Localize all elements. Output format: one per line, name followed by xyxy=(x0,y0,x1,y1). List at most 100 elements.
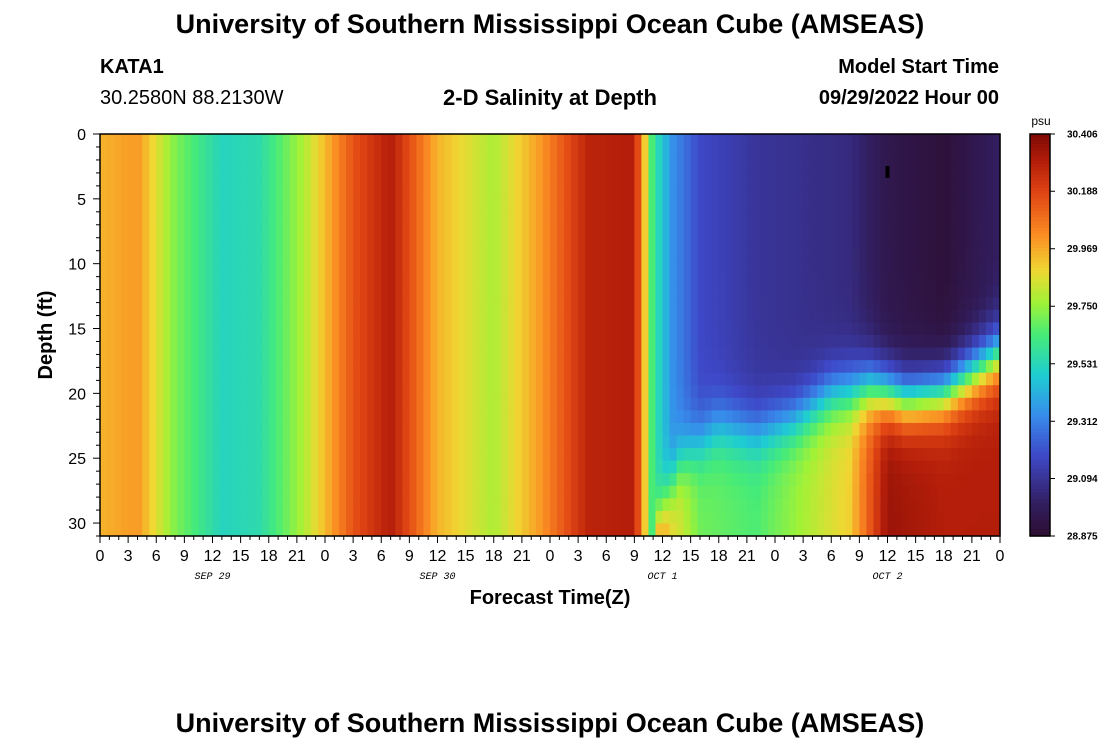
heatmap-cell xyxy=(838,422,846,437)
heatmap-cell xyxy=(268,309,277,324)
heatmap-cell xyxy=(606,347,614,361)
heatmap-cell xyxy=(303,309,312,324)
heatmap-cell xyxy=(901,435,910,449)
heatmap-cell xyxy=(880,146,889,160)
heatmap-cell xyxy=(170,297,178,311)
heatmap-cell xyxy=(753,385,762,399)
heatmap-cell xyxy=(732,322,741,336)
heatmap-cell xyxy=(838,196,846,210)
heatmap-cell xyxy=(683,159,692,173)
heatmap-cell xyxy=(303,335,312,349)
heatmap-cell xyxy=(613,473,621,487)
heatmap-cell xyxy=(704,284,713,298)
heatmap-cell xyxy=(845,422,853,437)
heatmap-cell xyxy=(746,335,755,349)
heatmap-cell xyxy=(648,523,657,537)
heatmap-cell xyxy=(782,247,790,261)
heatmap-cell xyxy=(493,146,502,160)
heatmap-cell xyxy=(528,171,537,185)
heatmap-cell xyxy=(866,297,875,311)
colorbar-segment xyxy=(1030,157,1050,162)
heatmap-cell xyxy=(732,196,741,210)
heatmap-cell xyxy=(289,146,298,160)
heatmap-cell xyxy=(374,259,382,273)
heatmap-cell xyxy=(458,284,467,298)
heatmap-cell xyxy=(395,272,403,286)
heatmap-cell xyxy=(859,234,868,248)
heatmap-cell xyxy=(486,159,495,173)
heatmap-cell xyxy=(929,460,938,474)
heatmap-cell xyxy=(655,247,664,261)
heatmap-cell xyxy=(289,485,298,499)
heatmap-cell xyxy=(557,397,565,411)
heatmap-cell xyxy=(852,460,860,474)
heatmap-cell xyxy=(479,448,488,462)
heatmap-cell xyxy=(360,146,368,160)
heatmap-cell xyxy=(725,159,734,173)
heatmap-cell xyxy=(247,498,256,512)
heatmap-cell xyxy=(191,322,200,336)
heatmap-cell xyxy=(613,498,621,512)
heatmap-cell xyxy=(261,485,270,499)
heatmap-cell xyxy=(810,272,818,286)
x-tick-label: 0 xyxy=(996,548,1005,565)
heatmap-cell xyxy=(177,297,185,311)
heatmap-cell xyxy=(212,259,221,273)
heatmap-cell xyxy=(360,221,368,236)
heatmap-cell xyxy=(824,309,832,324)
heatmap-cell xyxy=(268,448,277,462)
heatmap-cell xyxy=(275,297,284,311)
heatmap-cell xyxy=(240,347,249,361)
heatmap-cell xyxy=(613,272,621,286)
heatmap-cell xyxy=(114,435,122,449)
heatmap-cell xyxy=(535,171,544,185)
heatmap-cell xyxy=(444,221,453,236)
heatmap-cell xyxy=(796,422,804,437)
heatmap-cell xyxy=(114,221,122,236)
heatmap-cell xyxy=(782,422,790,437)
heatmap-cell xyxy=(156,171,164,185)
heatmap-cell xyxy=(282,510,291,525)
heatmap-cell xyxy=(332,184,340,198)
heatmap-cell xyxy=(240,385,249,399)
y-tick-label: 5 xyxy=(77,192,86,209)
heatmap-cell xyxy=(332,347,340,361)
heatmap-cell xyxy=(683,297,692,311)
heatmap-cell xyxy=(107,309,115,324)
heatmap-cell xyxy=(887,259,896,273)
heatmap-cell xyxy=(641,473,650,487)
heatmap-cell xyxy=(922,410,931,424)
heatmap-cell xyxy=(901,372,910,386)
colorbar-segment xyxy=(1030,472,1050,477)
heatmap-cell xyxy=(950,435,959,449)
heatmap-cell xyxy=(978,284,987,298)
heatmap-cell xyxy=(261,247,270,261)
heatmap-cell xyxy=(613,422,621,437)
heatmap-cell xyxy=(367,297,375,311)
heatmap-cell xyxy=(261,473,270,487)
heatmap-cell xyxy=(198,347,207,361)
heatmap-cell xyxy=(479,510,488,525)
heatmap-cell xyxy=(507,209,516,223)
heatmap-cell xyxy=(353,209,361,223)
heatmap-cell xyxy=(746,272,755,286)
heatmap-cell xyxy=(627,247,635,261)
heatmap-cell xyxy=(521,410,530,424)
heatmap-cell xyxy=(683,473,692,487)
heatmap-cell xyxy=(852,473,860,487)
heatmap-cell xyxy=(317,259,326,273)
heatmap-cell xyxy=(929,422,938,437)
heatmap-cell xyxy=(641,397,650,411)
heatmap-cell xyxy=(564,460,572,474)
heatmap-cell xyxy=(971,410,980,424)
heatmap-cell xyxy=(268,146,277,160)
heatmap-cell xyxy=(894,297,903,311)
heatmap-cell xyxy=(332,221,340,236)
heatmap-cell xyxy=(395,485,403,499)
heatmap-cell xyxy=(992,259,1001,273)
heatmap-cell xyxy=(465,473,474,487)
heatmap-cell xyxy=(310,272,319,286)
heatmap-cell xyxy=(395,372,403,386)
heatmap-cell xyxy=(711,221,720,236)
heatmap-cell xyxy=(985,448,994,462)
